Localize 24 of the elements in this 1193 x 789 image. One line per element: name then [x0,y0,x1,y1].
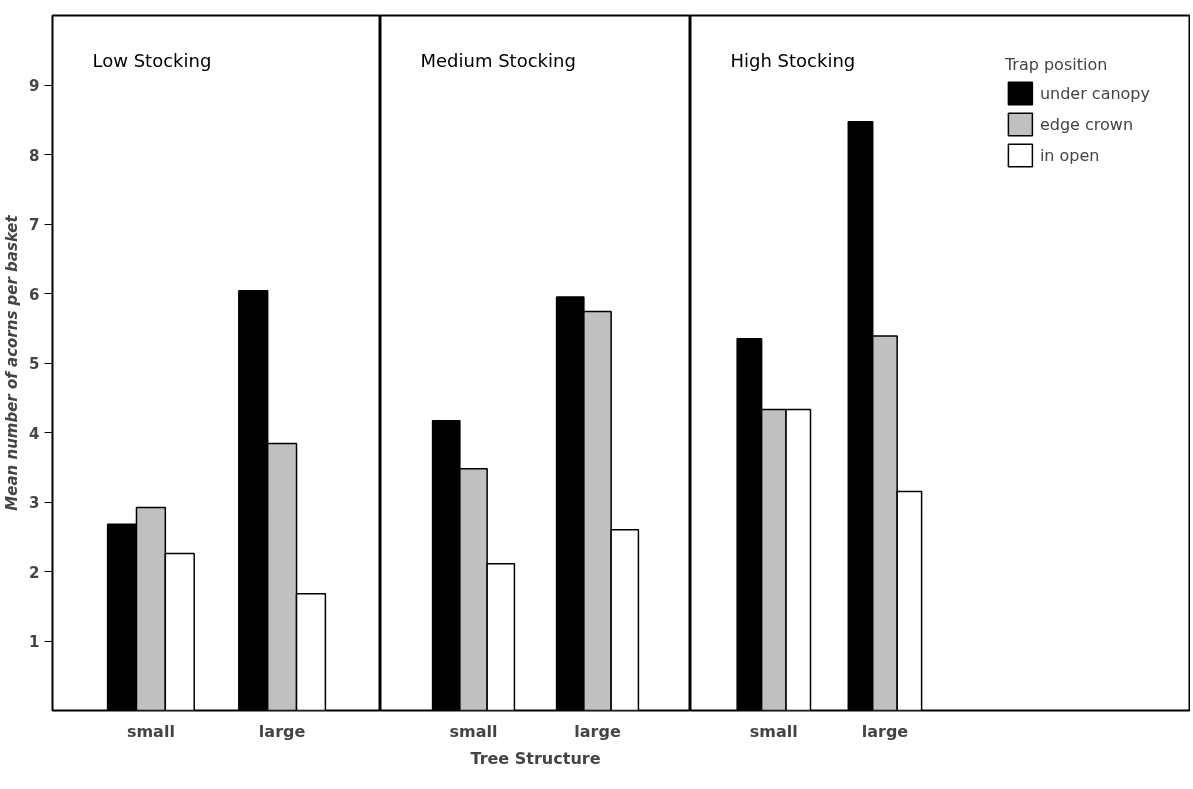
x-tick-label: small [126,721,175,741]
y-tick-label: 7 [29,216,40,234]
x-axis-title: Tree Structure [470,748,601,768]
text: Medium Stocking [420,49,576,71]
text: Low Stocking [92,49,212,71]
y-tick-label: 2 [29,563,40,582]
y-tick-label: 5 [29,355,40,373]
y-tick-label: 6 [29,285,40,304]
y-tick-label: 9 [29,77,40,95]
legend-title: Trap position [1004,55,1109,74]
text: High Stocking [730,49,856,71]
x-tick-label: small [749,721,798,741]
x-tick-label: large [258,721,306,741]
x-tick-label: large [574,721,621,741]
y-axis-title: Mean number of acorns per basket [3,214,22,511]
y-tick-label: 8 [29,146,40,165]
y-tick-label: 1 [29,633,40,651]
x-tick-label: small [449,721,498,741]
legend-label: in open [1039,145,1100,165]
y-tick-label: 4 [29,424,40,443]
x-tick-label: large [861,721,909,741]
legend-label: under canopy [1039,83,1150,103]
legend-label: edge crown [1039,114,1134,134]
y-tick-label: 3 [29,494,40,512]
